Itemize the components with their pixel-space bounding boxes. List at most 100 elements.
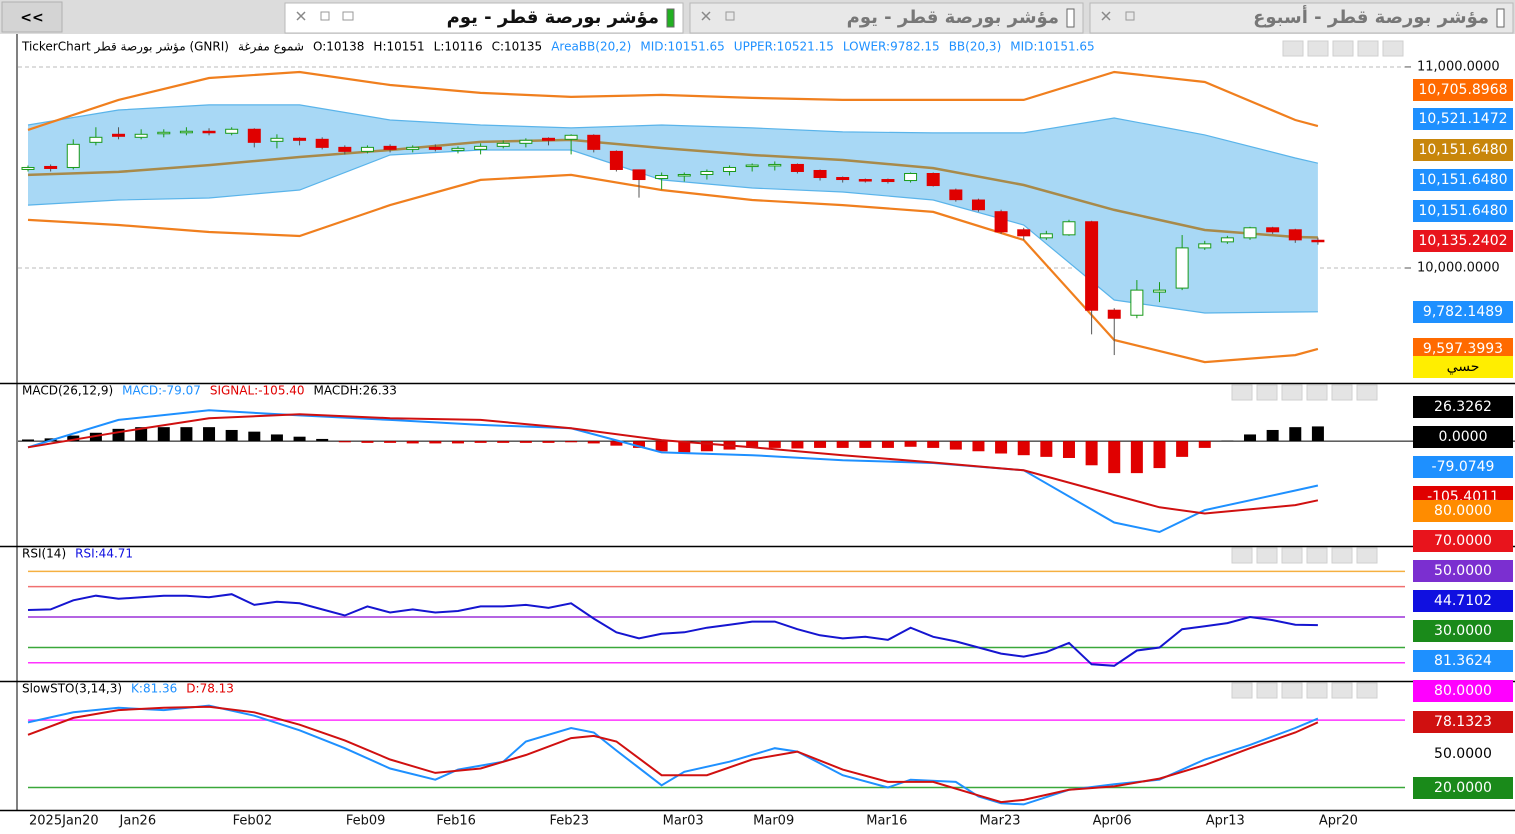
price-tag (1413, 426, 1513, 448)
panel-tool-icon[interactable] (1357, 40, 1379, 57)
candle-body (157, 131, 171, 135)
price-tag (1413, 139, 1513, 161)
candle-body (1085, 221, 1099, 311)
candle-body (451, 147, 465, 151)
legend-item: LOWER:9782.15 (843, 40, 940, 54)
panel-tool-icon[interactable] (1356, 547, 1378, 564)
tab[interactable] (284, 2, 684, 34)
indicator-line (27, 705, 1319, 804)
candle-body (202, 130, 216, 134)
panel-tool-icon[interactable] (1231, 384, 1253, 401)
price-tag (1413, 301, 1513, 323)
tab-title[interactable]: مؤشر بورصة قطر - يوم (847, 7, 1059, 28)
y-tick-label: 10,000.0000 (1417, 260, 1500, 275)
price-tag-label: 10,705.8968 (1418, 82, 1507, 98)
panel-tool-icon[interactable] (1331, 682, 1353, 699)
price-tag-label: 9,782.1489 (1423, 304, 1503, 320)
candle-body (1198, 243, 1212, 249)
panel-tool-icon[interactable] (1306, 547, 1328, 564)
candle-body (270, 137, 284, 142)
price-tag (1413, 560, 1513, 582)
y-tick-label: 11,000.0000 (1417, 59, 1500, 74)
price-tag (1413, 79, 1513, 101)
histogram-bar (429, 441, 442, 444)
panel-tool-icon[interactable] (1356, 384, 1378, 401)
nav-button[interactable]: << (20, 10, 43, 26)
panel-tool-icon[interactable] (1307, 40, 1329, 57)
candle-body (1153, 289, 1166, 293)
x-tick-label: Mar16 (866, 814, 907, 829)
tab-restore-icon[interactable] (320, 11, 330, 21)
tab-close-icon[interactable] (296, 11, 306, 21)
histogram-bar (316, 438, 329, 442)
tab-title[interactable]: مؤشر بورصة قطر - يوم (447, 7, 659, 28)
histogram-bar (746, 441, 759, 448)
panel-tool-icon[interactable] (1256, 547, 1278, 564)
legend-item: MACD(26,12,9) (22, 384, 113, 398)
histogram-bar (542, 441, 555, 443)
panel-tool-icon[interactable] (1356, 682, 1378, 699)
histogram-bar (135, 427, 148, 442)
candle-body (745, 164, 759, 168)
histogram-bar (1017, 441, 1030, 456)
candle-body (66, 143, 80, 168)
panel-tool-icon[interactable] (1382, 40, 1404, 57)
legend-item: UPPER:10521.15 (734, 40, 834, 54)
candle-body (247, 128, 261, 143)
candle-body (21, 166, 35, 170)
histogram-bar (1153, 441, 1166, 469)
histogram-bar (1176, 441, 1189, 457)
nav-button-bg[interactable] (1, 1, 63, 33)
panel-tool-icon[interactable] (1231, 682, 1253, 699)
panel-tool-icon[interactable] (1281, 682, 1303, 699)
panel-tool-icon[interactable] (1332, 40, 1354, 57)
x-tick-label: Feb23 (549, 814, 589, 829)
histogram-bar (836, 441, 849, 448)
legend-item: C:10135 (492, 40, 543, 54)
tab-close-icon[interactable] (1101, 11, 1111, 21)
candle-body (474, 145, 488, 150)
histogram-bar (881, 441, 894, 448)
legend-item: SIGNAL:-105.40 (210, 384, 305, 398)
candle-body (994, 211, 1008, 233)
candle-body (790, 163, 804, 172)
price-tag-label: 10,151.6480 (1418, 142, 1507, 158)
histogram-bar (610, 441, 623, 446)
candle-body (858, 179, 872, 182)
candle-body (496, 142, 510, 147)
price-tag (1413, 743, 1513, 765)
panel-tool-icon[interactable] (1231, 547, 1253, 564)
tab[interactable] (1089, 2, 1514, 34)
tab-restore-icon[interactable] (1125, 11, 1135, 21)
panel-tool-icon[interactable] (1281, 384, 1303, 401)
candle-body (293, 137, 307, 141)
candle-body (881, 179, 895, 183)
legend-item: BB(20,3) (949, 40, 1002, 54)
tab-detach-icon[interactable] (342, 11, 354, 21)
panel-tool-icon[interactable] (1306, 384, 1328, 401)
price-tag-label: 10,151.6480 (1418, 203, 1507, 219)
histogram-bar (270, 434, 283, 442)
panel-tool-icon[interactable] (1281, 547, 1303, 564)
candle-body (112, 133, 126, 137)
price-tag-label: 10,151.6480 (1418, 172, 1507, 188)
tab-restore-icon[interactable] (725, 11, 735, 21)
indicator-line (27, 413, 1319, 515)
panel-tool-icon[interactable] (1331, 547, 1353, 564)
legend-item: K:81.36 (131, 682, 177, 696)
legend-item: O:10138 (313, 40, 364, 54)
panel-tool-icon[interactable] (1256, 384, 1278, 401)
price-tag-label: 30.0000 (1434, 623, 1492, 639)
tab-close-icon[interactable] (701, 11, 711, 21)
panel-tool-icon[interactable] (1331, 384, 1353, 401)
panel-tool-icon[interactable] (1256, 682, 1278, 699)
candle-body (1039, 233, 1053, 239)
histogram-bar (700, 441, 713, 452)
tab-title[interactable]: مؤشر بورصة قطر - أسبوع (1253, 5, 1489, 28)
tab[interactable] (689, 2, 1084, 34)
panel-tool-icon[interactable] (1282, 40, 1304, 57)
histogram-bar (225, 429, 238, 442)
panel-tool-icon[interactable] (1306, 682, 1328, 699)
